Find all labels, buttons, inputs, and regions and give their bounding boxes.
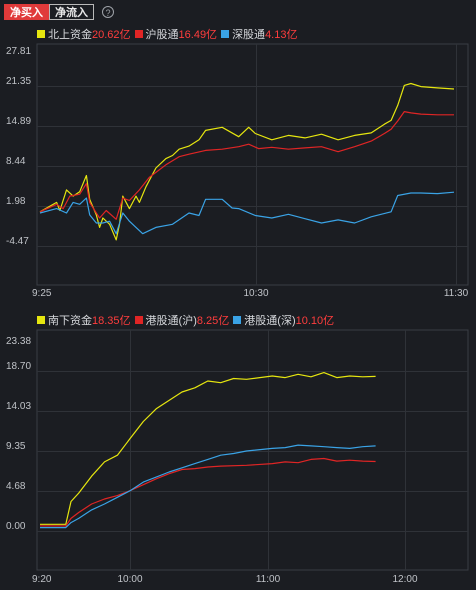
legend-swatch bbox=[134, 316, 143, 324]
x-tick-label: 9:20 bbox=[32, 574, 52, 585]
legend-item: 港股通(沪) 8.25亿 bbox=[134, 312, 230, 328]
legend-value: 4.13亿 bbox=[265, 29, 298, 41]
y-tick-label: 4.68 bbox=[6, 481, 26, 492]
y-tick-label: 14.03 bbox=[6, 401, 31, 412]
legend-name: 港股通(沪) bbox=[145, 315, 197, 327]
x-tick-label: 9:25 bbox=[32, 288, 52, 299]
y-tick-label: 8.44 bbox=[6, 156, 26, 167]
plot-frame bbox=[36, 329, 469, 571]
legend-value: 18.35亿 bbox=[92, 315, 131, 327]
legend-name: 深股通 bbox=[232, 29, 266, 41]
series-line bbox=[39, 191, 455, 235]
legend-item: 北上资金 20.62亿 bbox=[37, 26, 131, 42]
legend-northbound: 北上资金 20.62亿 沪股通 16.49亿 深股通 4.13亿 bbox=[37, 27, 301, 41]
legend-swatch bbox=[221, 30, 230, 38]
y-tick-label: 9.35 bbox=[6, 441, 26, 452]
legend-southbound: 南下资金 18.35亿 港股通(沪) 8.25亿 港股通(深) 10.10亿 bbox=[37, 313, 338, 327]
tab-net-inflow[interactable]: 净流入 bbox=[49, 4, 94, 20]
legend-swatch bbox=[37, 30, 45, 38]
series-line bbox=[40, 444, 376, 529]
y-tick-label: 27.81 bbox=[6, 46, 31, 57]
legend-item: 港股通(深) 10.10亿 bbox=[233, 312, 334, 328]
legend-value: 10.10亿 bbox=[295, 315, 335, 327]
legend-name: 沪股通 bbox=[145, 29, 179, 41]
legend-item: 南下资金 18.35亿 bbox=[37, 312, 131, 328]
tab-bar: 净买入 净流入 ? bbox=[4, 3, 114, 21]
series-line bbox=[39, 82, 455, 241]
series-line bbox=[39, 110, 454, 220]
y-tick-label: 18.70 bbox=[6, 361, 31, 372]
y-tick-label: -4.47 bbox=[6, 236, 29, 247]
legend-value: 16.49亿 bbox=[178, 29, 218, 41]
legend-name: 北上资金 bbox=[48, 29, 92, 41]
legend-swatch bbox=[134, 30, 143, 38]
plot-frame bbox=[36, 43, 469, 286]
legend-item: 深股通 4.13亿 bbox=[221, 26, 297, 42]
legend-name: 港股通(深) bbox=[244, 315, 296, 327]
legend-value: 8.25亿 bbox=[196, 315, 230, 327]
x-tick-label: 12:00 bbox=[392, 574, 417, 585]
series-line bbox=[40, 457, 376, 527]
y-tick-label: 0.00 bbox=[6, 521, 26, 532]
y-tick-label: 1.98 bbox=[6, 196, 26, 207]
help-icon[interactable]: ? bbox=[102, 6, 114, 18]
x-tick-label: 10:30 bbox=[243, 288, 268, 299]
tab-net-buy[interactable]: 净买入 bbox=[4, 4, 49, 20]
legend-name: 南下资金 bbox=[48, 315, 92, 327]
legend-swatch bbox=[233, 316, 242, 324]
x-tick-label: 10:00 bbox=[117, 574, 142, 585]
legend-swatch bbox=[37, 316, 45, 324]
series-line bbox=[40, 372, 376, 525]
y-tick-label: 23.38 bbox=[6, 336, 31, 347]
legend-item: 沪股通 16.49亿 bbox=[134, 26, 218, 42]
x-tick-label: 11:30 bbox=[444, 288, 469, 299]
y-tick-label: 14.89 bbox=[6, 116, 31, 127]
legend-value: 20.62亿 bbox=[92, 29, 131, 41]
x-tick-label: 11:00 bbox=[256, 574, 281, 585]
y-tick-label: 21.35 bbox=[6, 76, 31, 87]
